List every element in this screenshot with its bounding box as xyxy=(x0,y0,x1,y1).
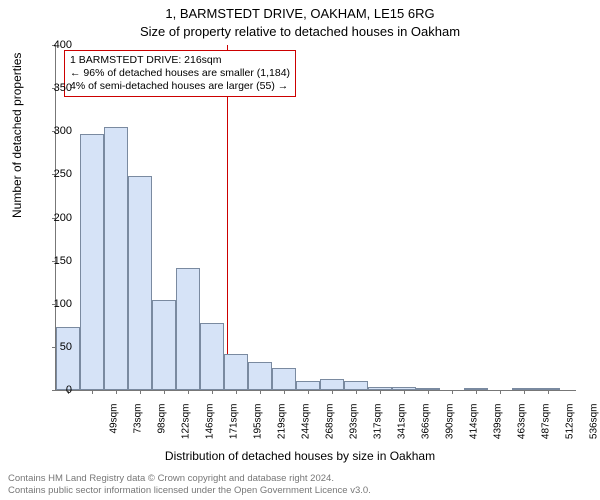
y-tick-label: 0 xyxy=(66,384,72,396)
x-tick-label: 171sqm xyxy=(229,404,240,454)
annotation-line3: 4% of semi-detached houses are larger (5… xyxy=(70,80,290,93)
x-tick-mark xyxy=(380,390,381,394)
x-tick-label: 463sqm xyxy=(517,404,528,454)
page-title-desc: Size of property relative to detached ho… xyxy=(0,24,600,39)
x-tick-label: 98sqm xyxy=(157,404,168,454)
x-tick-mark xyxy=(212,390,213,394)
x-tick-mark xyxy=(500,390,501,394)
x-tick-label: 195sqm xyxy=(253,404,264,454)
y-tick-label: 400 xyxy=(54,39,72,51)
x-tick-label: 487sqm xyxy=(541,404,552,454)
x-tick-label: 414sqm xyxy=(469,404,480,454)
histogram-bar xyxy=(224,354,248,390)
x-tick-mark xyxy=(404,390,405,394)
y-tick-mark xyxy=(52,390,56,391)
y-tick-label: 50 xyxy=(60,341,72,353)
x-tick-mark xyxy=(140,390,141,394)
x-tick-label: 512sqm xyxy=(565,404,576,454)
histogram-bar xyxy=(344,381,368,390)
x-tick-mark xyxy=(116,390,117,394)
x-tick-mark xyxy=(452,390,453,394)
annotation-box: 1 BARMSTEDT DRIVE: 216sqm ← 96% of detac… xyxy=(64,50,296,97)
histogram-bar xyxy=(80,134,104,390)
x-tick-mark xyxy=(428,390,429,394)
histogram-bar xyxy=(248,362,272,390)
x-tick-mark xyxy=(236,390,237,394)
x-tick-label: 390sqm xyxy=(445,404,456,454)
histogram-bar xyxy=(104,127,128,390)
x-tick-label: 49sqm xyxy=(109,404,120,454)
x-tick-label: 317sqm xyxy=(373,404,384,454)
x-tick-mark xyxy=(188,390,189,394)
footer-attribution: Contains HM Land Registry data © Crown c… xyxy=(8,473,371,497)
histogram-bar xyxy=(272,368,296,390)
page-title-address: 1, BARMSTEDT DRIVE, OAKHAM, LE15 6RG xyxy=(0,6,600,21)
y-tick-label: 100 xyxy=(54,298,72,310)
histogram-bar xyxy=(128,176,152,390)
x-tick-label: 244sqm xyxy=(301,404,312,454)
x-tick-mark xyxy=(260,390,261,394)
x-tick-mark xyxy=(308,390,309,394)
x-tick-label: 219sqm xyxy=(277,404,288,454)
x-tick-label: 341sqm xyxy=(397,404,408,454)
histogram-bar xyxy=(320,379,344,390)
annotation-line2: ← 96% of detached houses are smaller (1,… xyxy=(70,67,290,80)
x-tick-label: 268sqm xyxy=(325,404,336,454)
histogram-bar xyxy=(200,323,224,390)
histogram-bar xyxy=(56,327,80,390)
x-tick-label: 146sqm xyxy=(205,404,216,454)
y-tick-label: 350 xyxy=(54,82,72,94)
annotation-line1: 1 BARMSTEDT DRIVE: 216sqm xyxy=(70,54,290,67)
y-axis-label: Number of detached properties xyxy=(10,53,24,218)
histogram-chart: 1 BARMSTEDT DRIVE: 216sqm ← 96% of detac… xyxy=(55,45,576,391)
x-tick-mark xyxy=(356,390,357,394)
x-tick-mark xyxy=(476,390,477,394)
x-tick-label: 73sqm xyxy=(133,404,144,454)
y-tick-label: 250 xyxy=(54,168,72,180)
x-tick-label: 122sqm xyxy=(181,404,192,454)
x-tick-mark xyxy=(92,390,93,394)
footer-line1: Contains HM Land Registry data © Crown c… xyxy=(8,473,371,485)
histogram-bar xyxy=(296,381,320,390)
y-tick-label: 300 xyxy=(54,125,72,137)
x-tick-label: 439sqm xyxy=(493,404,504,454)
y-tick-label: 150 xyxy=(54,255,72,267)
x-tick-label: 293sqm xyxy=(349,404,360,454)
x-tick-mark xyxy=(164,390,165,394)
x-tick-label: 536sqm xyxy=(589,404,600,454)
x-tick-mark xyxy=(548,390,549,394)
footer-line2: Contains public sector information licen… xyxy=(8,485,371,497)
histogram-bar xyxy=(152,300,176,390)
x-tick-mark xyxy=(524,390,525,394)
y-tick-label: 200 xyxy=(54,212,72,224)
histogram-bar xyxy=(176,268,200,390)
x-tick-label: 366sqm xyxy=(421,404,432,454)
x-tick-mark xyxy=(332,390,333,394)
x-tick-mark xyxy=(284,390,285,394)
